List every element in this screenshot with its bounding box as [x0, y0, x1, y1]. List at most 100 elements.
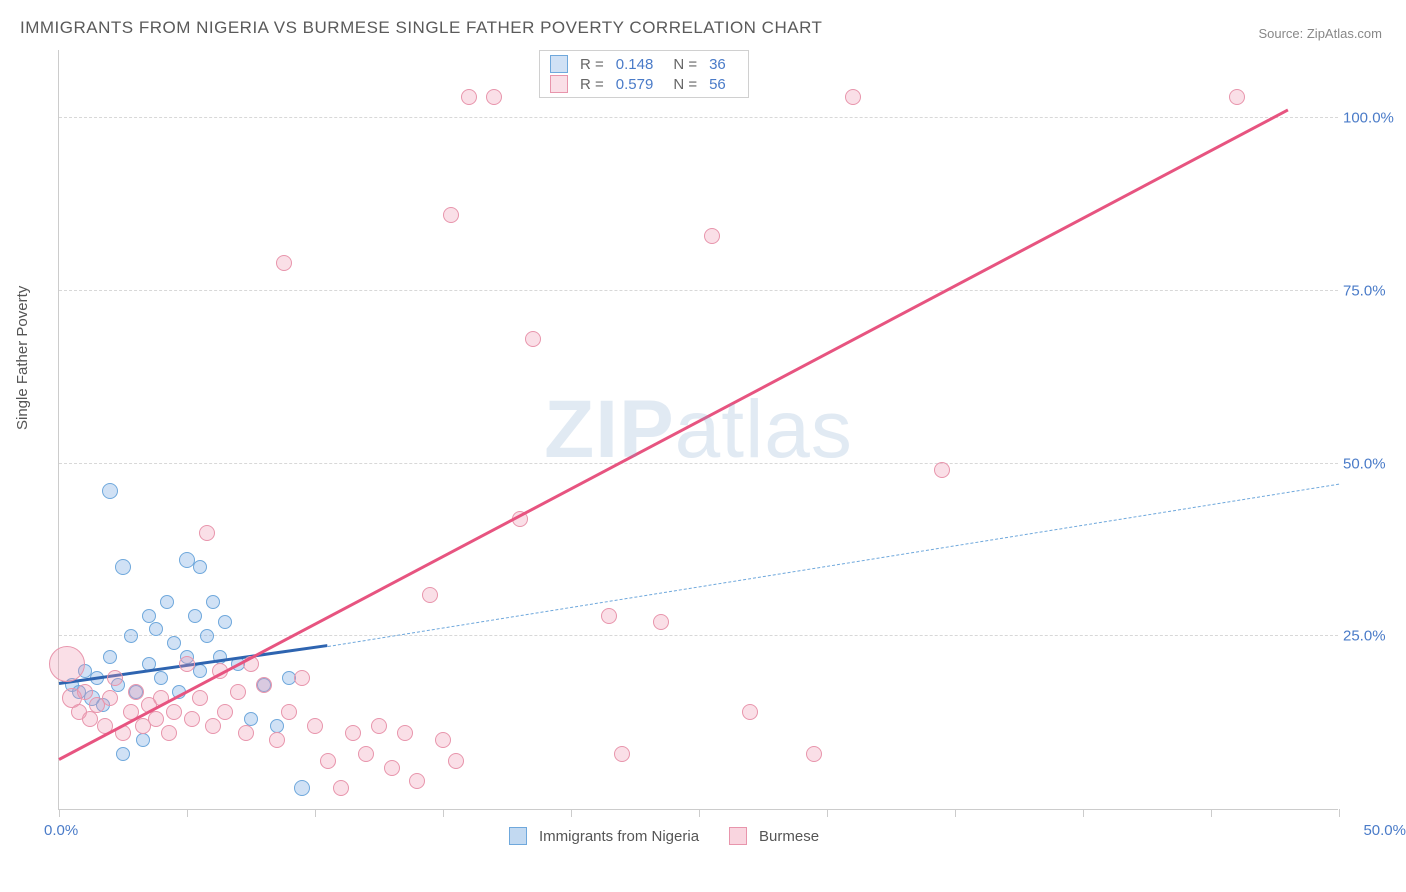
data-point	[142, 609, 156, 623]
data-point	[167, 636, 181, 650]
data-point	[206, 595, 220, 609]
data-point	[102, 690, 118, 706]
data-point	[192, 690, 208, 706]
gridline	[59, 635, 1338, 636]
data-point	[128, 684, 144, 700]
data-point	[422, 587, 438, 603]
data-point	[188, 609, 202, 623]
data-point	[256, 677, 272, 693]
data-point	[77, 684, 93, 700]
data-point	[845, 89, 861, 105]
data-point	[397, 725, 413, 741]
data-point	[238, 725, 254, 741]
x-tick-label: 0.0%	[44, 822, 78, 839]
data-point	[179, 656, 195, 672]
data-point	[102, 483, 118, 499]
swatch-icon	[509, 827, 527, 845]
data-point	[184, 711, 200, 727]
data-point	[525, 331, 541, 347]
legend-item-burmese: Burmese	[729, 827, 819, 845]
data-point	[149, 622, 163, 636]
legend-row-nigeria: R =0.148 N =36	[550, 54, 738, 74]
data-point	[281, 704, 297, 720]
data-point	[136, 733, 150, 747]
data-point	[742, 704, 758, 720]
data-point	[307, 718, 323, 734]
x-tick	[699, 809, 700, 817]
y-tick-label: 25.0%	[1343, 628, 1398, 645]
data-point	[294, 670, 310, 686]
swatch-icon	[550, 75, 568, 93]
data-point	[448, 753, 464, 769]
trendline	[58, 108, 1288, 760]
data-point	[49, 646, 85, 682]
gridline	[59, 117, 1338, 118]
data-point	[704, 228, 720, 244]
data-point	[115, 559, 131, 575]
data-point	[371, 718, 387, 734]
data-point	[217, 704, 233, 720]
data-point	[320, 753, 336, 769]
x-tick	[571, 809, 572, 817]
data-point	[160, 595, 174, 609]
data-point	[205, 718, 221, 734]
plot-area: ZIPatlas R =0.148 N =36 R =0.579 N =56 I…	[58, 50, 1338, 810]
data-point	[161, 725, 177, 741]
data-point	[103, 650, 117, 664]
data-point	[294, 780, 310, 796]
data-point	[1229, 89, 1245, 105]
data-point	[230, 684, 246, 700]
data-point	[934, 462, 950, 478]
data-point	[124, 629, 138, 643]
data-point	[409, 773, 425, 789]
x-tick	[443, 809, 444, 817]
data-point	[486, 89, 502, 105]
data-point	[148, 711, 164, 727]
legend-row-burmese: R =0.579 N =56	[550, 74, 738, 94]
data-point	[358, 746, 374, 762]
x-tick	[1211, 809, 1212, 817]
data-point	[193, 664, 207, 678]
data-point	[345, 725, 361, 741]
data-point	[166, 704, 182, 720]
y-tick-label: 50.0%	[1343, 455, 1398, 472]
data-point	[653, 614, 669, 630]
data-point	[82, 711, 98, 727]
series-legend: Immigrants from Nigeria Burmese	[509, 827, 819, 845]
data-point	[276, 255, 292, 271]
correlation-legend: R =0.148 N =36 R =0.579 N =56	[539, 50, 749, 98]
data-point	[443, 207, 459, 223]
x-tick-label: 50.0%	[1363, 822, 1406, 839]
data-point	[218, 615, 232, 629]
data-point	[384, 760, 400, 776]
trendline	[328, 483, 1339, 646]
data-point	[154, 671, 168, 685]
data-point	[193, 560, 207, 574]
x-tick	[827, 809, 828, 817]
data-point	[116, 747, 130, 761]
data-point	[333, 780, 349, 796]
x-tick	[1339, 809, 1340, 817]
x-tick	[1083, 809, 1084, 817]
data-point	[200, 629, 214, 643]
swatch-icon	[729, 827, 747, 845]
data-point	[601, 608, 617, 624]
y-tick-label: 75.0%	[1343, 282, 1398, 299]
data-point	[614, 746, 630, 762]
gridline	[59, 463, 1338, 464]
chart-title: IMMIGRANTS FROM NIGERIA VS BURMESE SINGL…	[20, 18, 822, 38]
y-axis-label: Single Father Poverty	[14, 286, 31, 430]
data-point	[269, 732, 285, 748]
y-tick-label: 100.0%	[1343, 110, 1398, 127]
legend-item-nigeria: Immigrants from Nigeria	[509, 827, 699, 845]
data-point	[806, 746, 822, 762]
data-point	[199, 525, 215, 541]
data-point	[461, 89, 477, 105]
data-point	[107, 670, 123, 686]
source-attribution: Source: ZipAtlas.com	[1258, 26, 1382, 41]
gridline	[59, 290, 1338, 291]
x-tick	[315, 809, 316, 817]
x-tick	[59, 809, 60, 817]
data-point	[435, 732, 451, 748]
swatch-icon	[550, 55, 568, 73]
